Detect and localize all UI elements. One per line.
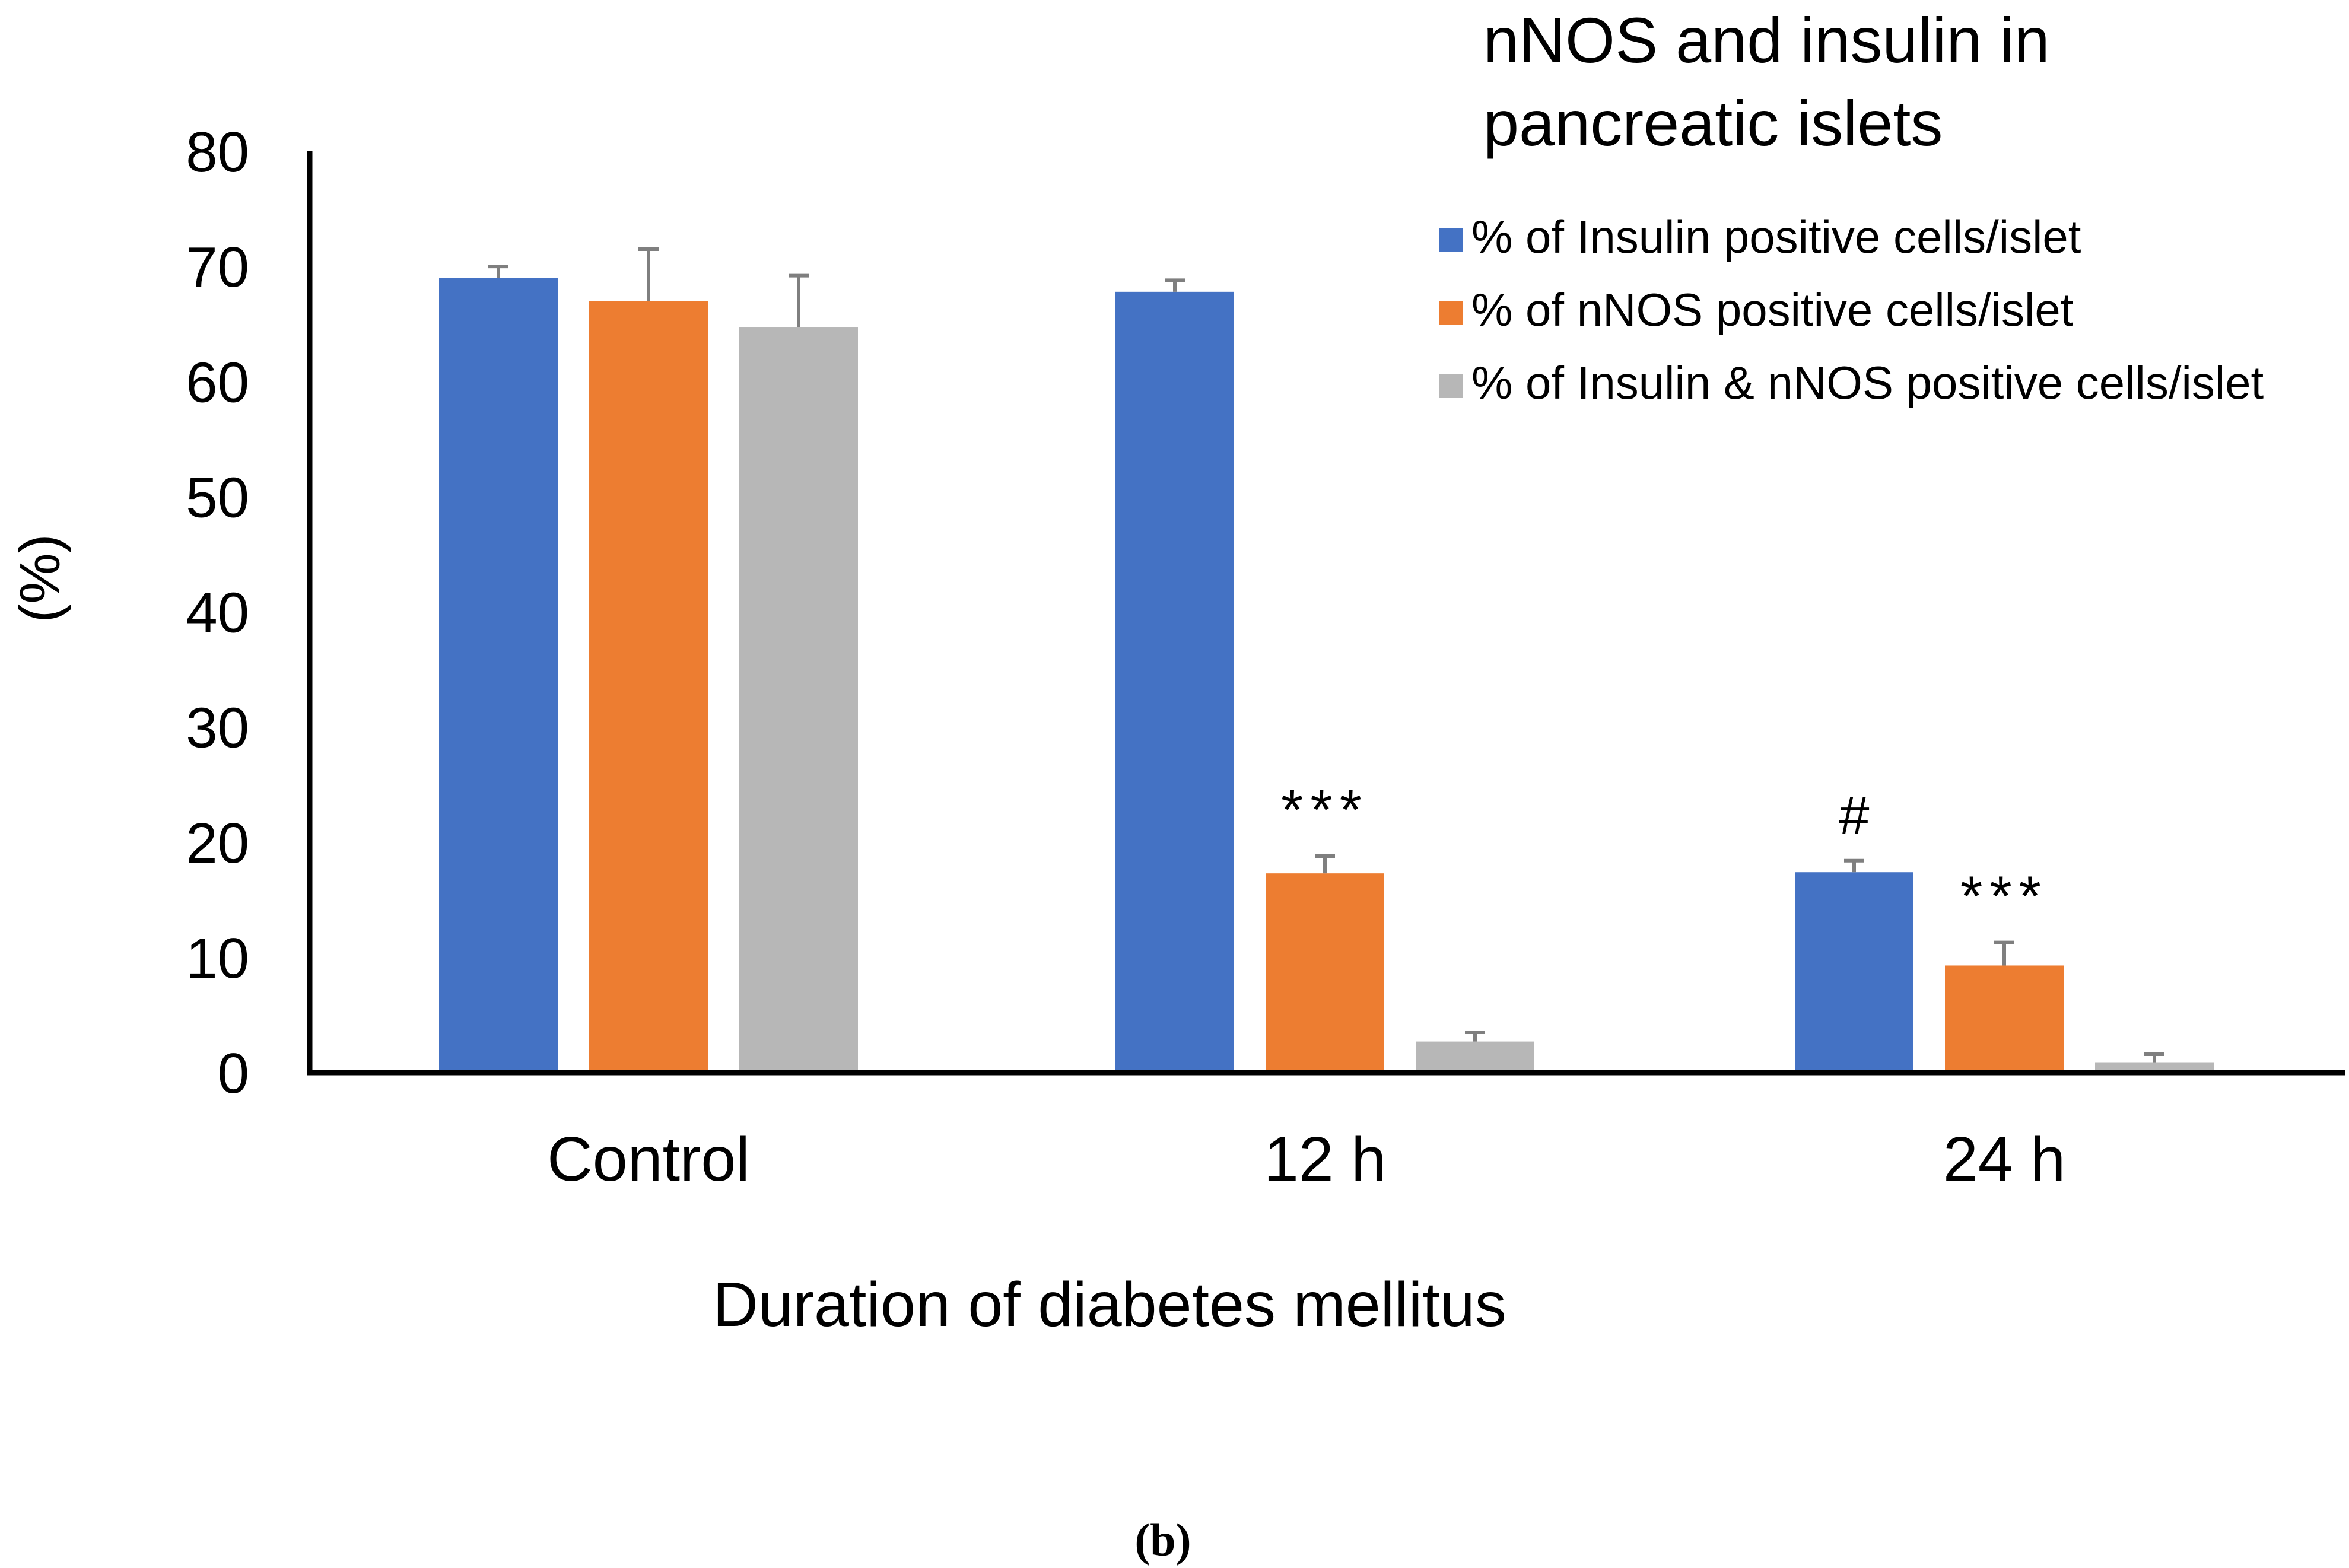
y-tick-0: 0 [218,1042,249,1105]
y-tick-30: 30 [186,696,249,760]
y-tick-50: 50 [186,466,249,529]
x-tick-labels: Control 12 h 24 h [547,1124,2065,1194]
x-axis-label: Duration of diabetes mellitus [713,1270,1506,1340]
bar-insulin-12h [1115,291,1234,1073]
error-bar-insulin-nnos-24h [2144,1052,2164,1063]
bar-insulin-control [439,278,558,1073]
significance-annotations: *** # *** [1281,778,2048,928]
error-bar-insulin-control [488,265,508,278]
chart-title-line-2: pancreatic islets [1483,87,1943,159]
error-bar-nnos-12h [1315,854,1335,874]
bar-insulin-nnos-12h [1416,1041,1534,1073]
x-tick-12h: 12 h [1264,1124,1386,1194]
y-tick-40: 40 [186,581,249,645]
legend-label-insulin: % of Insulin positive cells/islet [1471,211,2081,263]
bars [439,278,2214,1073]
error-bar-insulin-nnos-12h [1465,1031,1485,1042]
y-tick-10: 10 [186,927,249,990]
y-tick-labels: 0 10 20 30 40 50 60 70 80 [186,120,249,1105]
bar-nnos-12h [1266,873,1384,1073]
significance-mark-0: *** [1281,778,1369,842]
x-tick-control: Control [547,1124,750,1194]
bar-nnos-24h [1945,965,2064,1073]
error-bar-nnos-control [638,247,659,301]
figure-caption: (b) [1134,1514,1191,1566]
legend-swatch-nnos [1439,301,1463,325]
legend-label-insulin-nnos: % of Insulin & nNOS positive cells/islet [1471,357,2264,409]
legend: % of Insulin positive cells/islet % of n… [1439,211,2264,409]
chart-title-line-1: nNOS and insulin in [1483,4,2050,76]
legend-swatch-insulin-nnos [1439,374,1463,398]
y-tick-20: 20 [186,812,249,875]
bar-nnos-control [589,301,708,1073]
bar-insulin-nnos-control [739,327,858,1073]
significance-mark-1: # [1839,785,1869,846]
bar-insulin-24h [1795,872,1913,1073]
legend-swatch-insulin [1439,228,1463,252]
significance-mark-2: *** [1960,865,2048,928]
y-tick-70: 70 [186,236,249,299]
error-bar-insulin-12h [1165,278,1185,292]
x-tick-24h: 24 h [1943,1124,2065,1194]
legend-label-nnos: % of nNOS positive cells/islet [1471,284,2074,336]
y-tick-60: 60 [186,351,249,414]
error-bar-insulin-24h [1844,858,1864,873]
error-bar-nnos-24h [1994,940,2014,966]
error-bar-insulin-nnos-control [789,273,809,328]
y-tick-80: 80 [186,120,249,184]
error-bars [488,247,2164,1063]
y-axis-label: (%) [8,534,72,622]
